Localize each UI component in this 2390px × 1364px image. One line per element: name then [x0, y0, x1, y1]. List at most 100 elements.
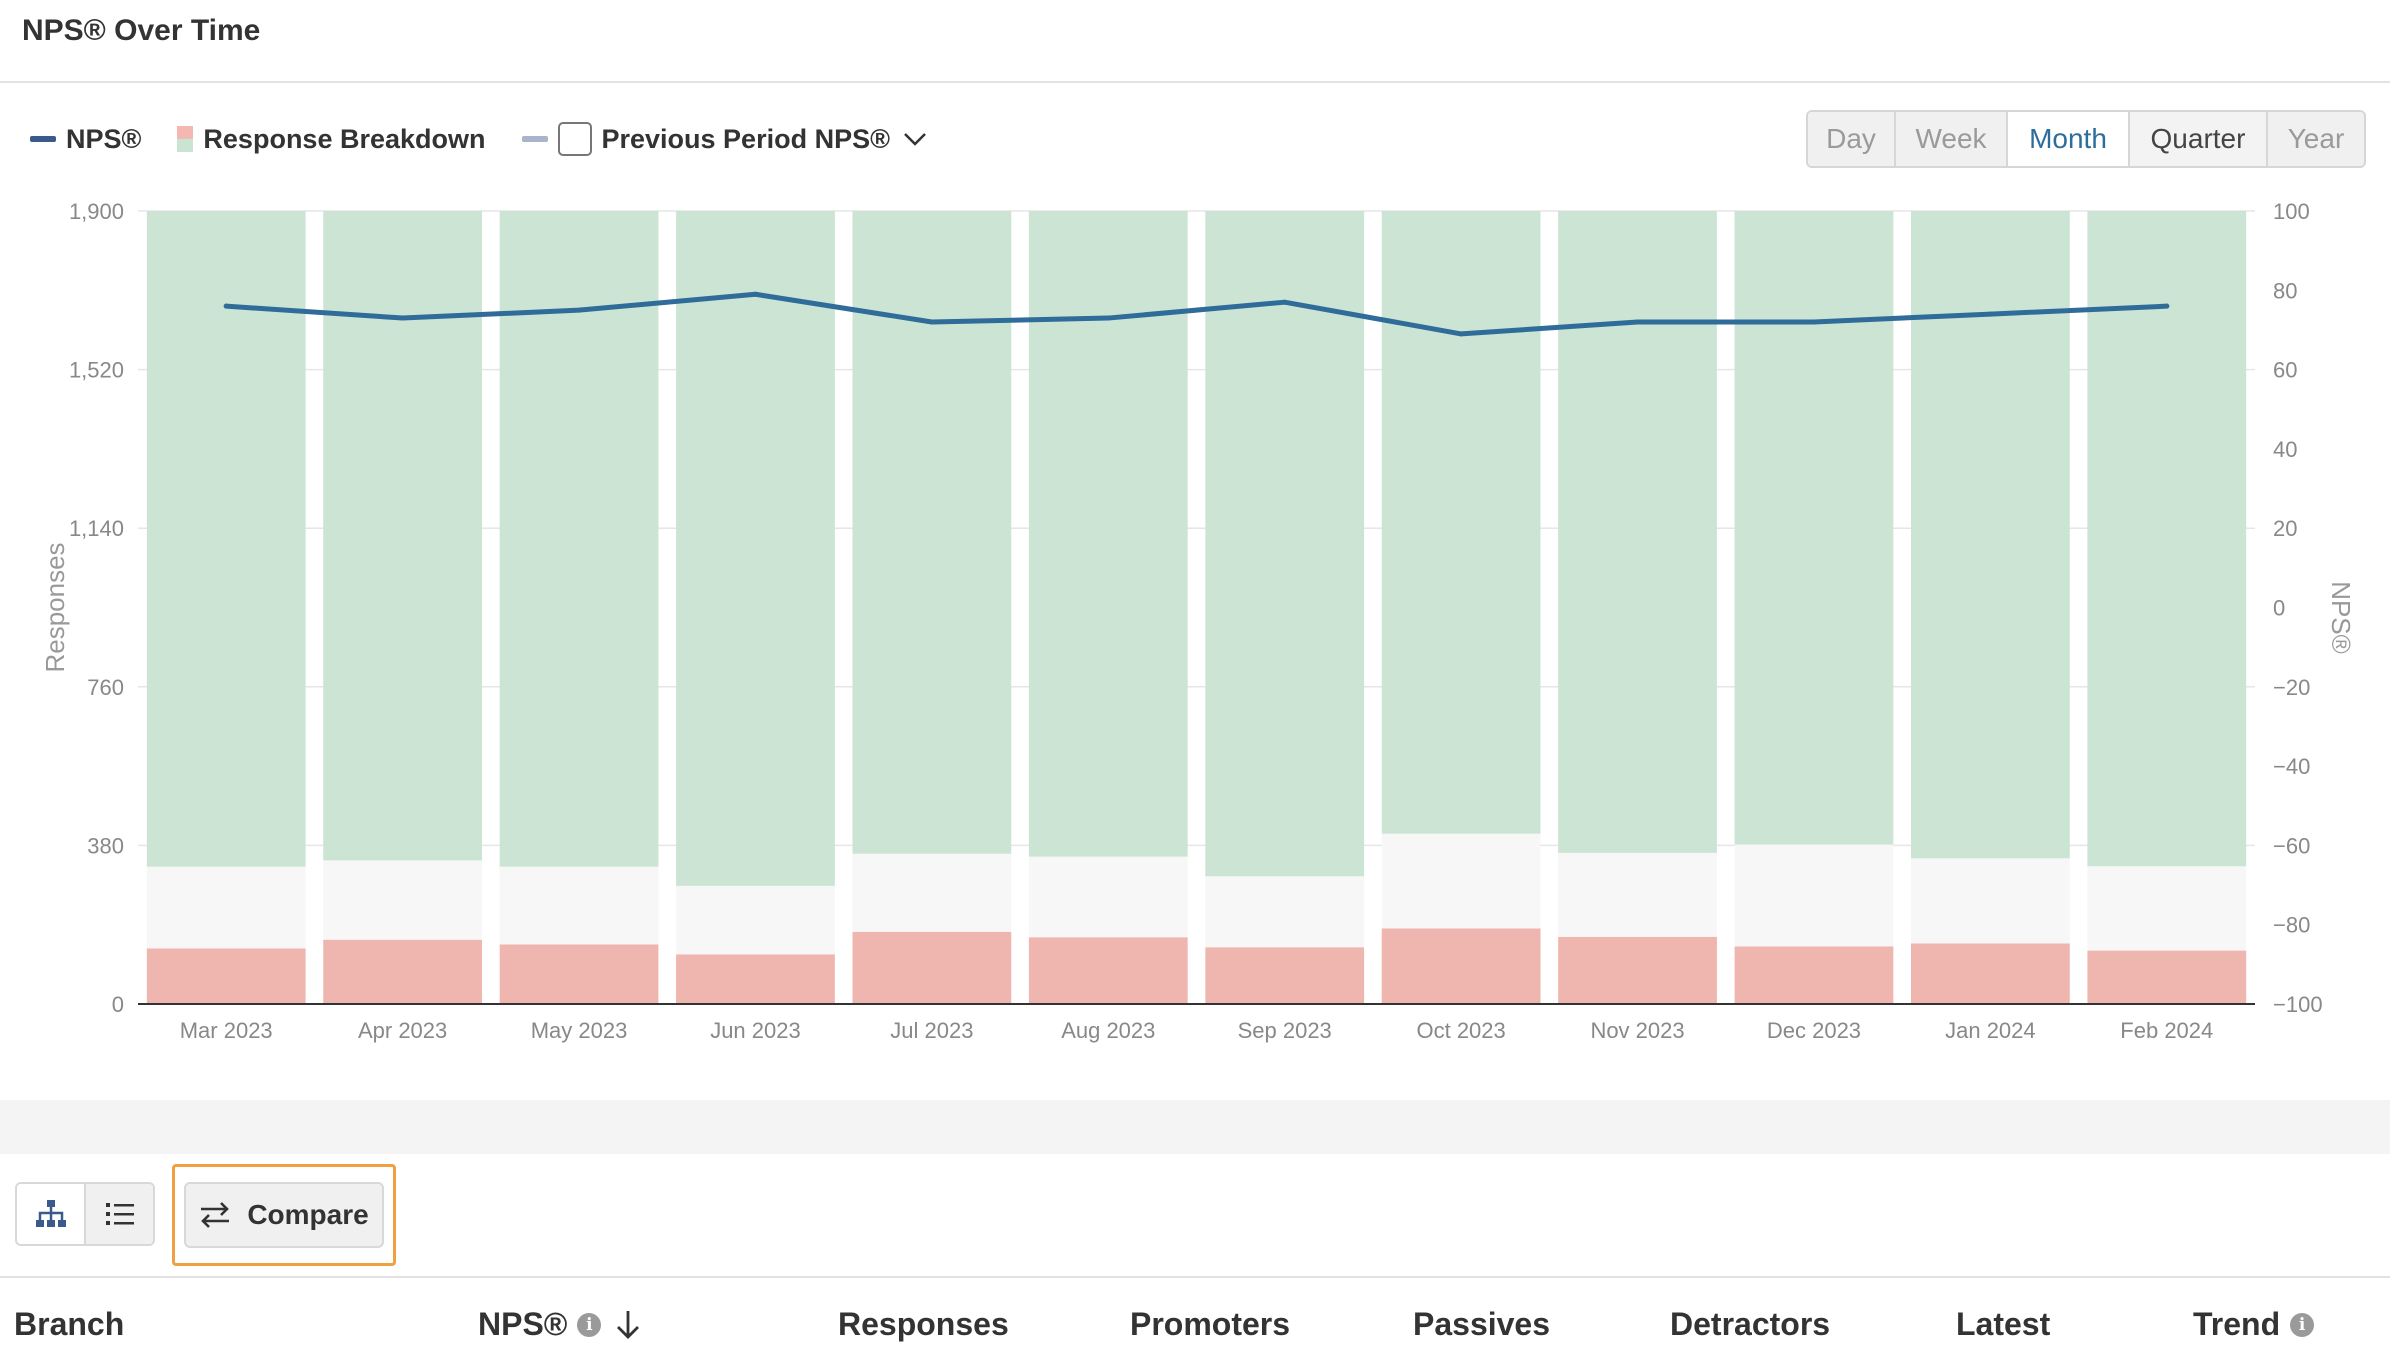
nps-point: [1458, 331, 1464, 337]
tab-quarter[interactable]: Quarter: [2130, 112, 2268, 166]
bar-promoters: [1558, 211, 1717, 853]
x-tick-label: Feb 2024: [2120, 1018, 2213, 1043]
bar-promoters: [323, 211, 483, 861]
y-right-axis-title: NPS®: [2326, 581, 2356, 654]
legend-label-nps: NPS®: [66, 123, 142, 154]
bar-detractors: [2087, 950, 2247, 1004]
table-toolbar: Compare: [0, 1154, 2390, 1278]
column-header-responses[interactable]: Responses: [838, 1306, 1009, 1342]
bar-passives: [1734, 844, 1894, 947]
bar-passives: [676, 885, 835, 955]
page-title: NPS® Over Time: [22, 14, 261, 47]
legend-item-nps[interactable]: NPS®: [30, 124, 141, 155]
x-tick-label: Apr 2023: [358, 1018, 447, 1043]
y-right-tick-label: −60: [2273, 833, 2310, 858]
chevron-down-icon[interactable]: [902, 126, 928, 152]
bar-promoters: [146, 211, 306, 867]
chart-nps-line: [223, 291, 2170, 337]
info-icon[interactable]: i: [2290, 1312, 2315, 1337]
compare-button[interactable]: Compare: [184, 1182, 384, 1248]
x-tick-label: Jun 2023: [710, 1018, 801, 1043]
nps-point: [2164, 303, 2170, 309]
y-right-tick-label: 60: [2273, 358, 2297, 383]
nps-point: [1105, 315, 1111, 321]
y-left-tick-label: 0: [112, 992, 124, 1017]
list-icon: [105, 1203, 134, 1225]
y-left-tick-label: 1,140: [69, 516, 124, 541]
y-right-tick-label: −100: [2273, 992, 2323, 1017]
info-icon[interactable]: i: [577, 1312, 602, 1337]
period-selector: Day Week Month Quarter Year: [1806, 110, 2366, 168]
hierarchy-view-button[interactable]: [17, 1184, 86, 1244]
legend-item-previous-period[interactable]: Previous Period NPS®: [521, 122, 928, 156]
bar-passives: [323, 860, 483, 940]
tab-year[interactable]: Year: [2268, 112, 2364, 166]
y-right-tick-label: 20: [2273, 516, 2297, 541]
bar-detractors: [676, 954, 835, 1004]
bar-passives: [499, 866, 659, 945]
legend-item-response-breakdown[interactable]: Response Breakdown: [177, 123, 486, 155]
bar-passives: [2087, 866, 2247, 951]
nps-point: [1635, 319, 1641, 325]
bar-detractors: [323, 939, 483, 1004]
bar-promoters: [1205, 211, 1365, 877]
bar-passives: [1205, 876, 1365, 948]
bar-passives: [1910, 858, 2070, 944]
tab-day[interactable]: Day: [1808, 112, 1896, 166]
column-header-trend[interactable]: Trend i: [2193, 1306, 2315, 1343]
y-left-tick-label: 1,900: [69, 199, 124, 224]
page-header: NPS® Over Time: [0, 0, 2390, 83]
bar-promoters: [852, 211, 1012, 854]
bar-promoters: [2087, 211, 2247, 867]
nps-point: [576, 307, 582, 313]
y-left-tick-label: 760: [87, 675, 124, 700]
column-header-promoters[interactable]: Promoters: [1130, 1306, 1291, 1342]
bar-passives: [852, 853, 1012, 932]
column-header-nps[interactable]: NPS® i: [478, 1306, 641, 1343]
x-tick-label: Oct 2023: [1416, 1018, 1505, 1043]
nps-over-time-chart: 0 380 760 1,140 1,520 1,900 −100 −80 −60 −40 −20 0 2…: [40, 199, 2356, 1043]
bar-promoters: [1910, 211, 2070, 859]
section-divider: [0, 1100, 2390, 1154]
nps-point: [752, 291, 758, 297]
compare-highlight: Compare: [172, 1164, 396, 1266]
legend-label-previous-period: Previous Period NPS®: [601, 123, 890, 154]
bar-promoters: [1381, 211, 1541, 834]
list-view-button[interactable]: [86, 1184, 153, 1244]
chart-legend: NPS® Response Breakdown Previous Period …: [30, 118, 964, 160]
bar-passives: [146, 866, 306, 949]
nps-line: [223, 291, 2170, 337]
bar-detractors: [1205, 947, 1365, 1004]
bar-promoters: [676, 211, 835, 886]
column-header-detractors[interactable]: Detractors: [1670, 1306, 1831, 1342]
compare-label: Compare: [247, 1199, 369, 1230]
swap-arrows-icon: [201, 1202, 230, 1228]
nps-point: [400, 315, 406, 321]
nps-point: [1282, 299, 1288, 305]
view-toggle: [15, 1182, 155, 1246]
hierarchy-icon: [35, 1200, 66, 1227]
sort-descending-icon[interactable]: [615, 1309, 641, 1341]
bar-detractors: [852, 931, 1012, 1004]
chart-bars: [146, 211, 2247, 1004]
y-right-tick-label: −80: [2273, 913, 2310, 938]
y-left-tick-label: 380: [87, 833, 124, 858]
bar-detractors: [1734, 946, 1894, 1004]
column-header-branch[interactable]: Branch: [14, 1306, 125, 1342]
x-tick-label: Mar 2023: [180, 1018, 273, 1043]
bar-passives: [1028, 856, 1188, 938]
bar-passives: [1558, 852, 1717, 937]
y-right-tick-label: 100: [2273, 199, 2310, 224]
previous-period-line-swatch: [521, 136, 548, 142]
previous-period-checkbox[interactable]: [557, 122, 592, 156]
column-header-latest[interactable]: Latest: [1956, 1306, 2051, 1342]
bar-detractors: [1028, 937, 1188, 1004]
y-left-axis-title: Responses: [40, 542, 70, 672]
column-header-passives[interactable]: Passives: [1413, 1306, 1551, 1342]
response-breakdown-swatch: [177, 126, 194, 152]
tab-week[interactable]: Week: [1896, 112, 2008, 166]
bar-detractors: [146, 948, 306, 1004]
y-right-tick-label: −40: [2273, 754, 2310, 779]
tab-month[interactable]: Month: [2008, 112, 2130, 166]
legend-label-response-breakdown: Response Breakdown: [203, 123, 486, 154]
